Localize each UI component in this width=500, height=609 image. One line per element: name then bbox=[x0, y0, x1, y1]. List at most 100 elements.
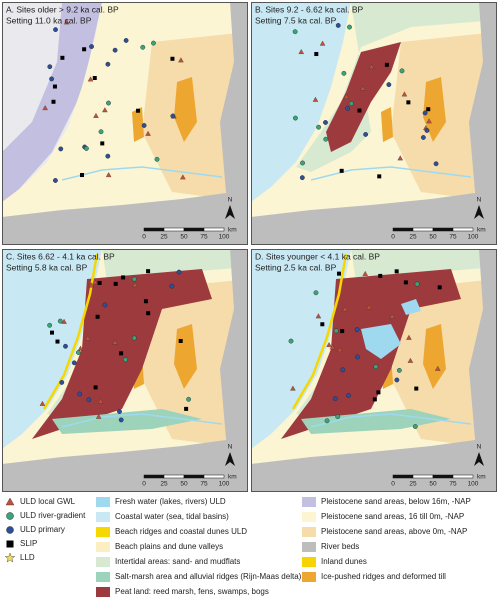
legend-swatch bbox=[302, 512, 316, 522]
site-marker bbox=[151, 40, 156, 46]
site-marker bbox=[86, 397, 92, 403]
marsh bbox=[52, 409, 202, 434]
site-marker bbox=[85, 335, 91, 341]
legend: ULD local GWL ULD river-gradient ULD prima… bbox=[4, 497, 471, 597]
site-marker bbox=[406, 100, 411, 105]
site-marker bbox=[414, 386, 419, 391]
north-arrow bbox=[474, 205, 484, 219]
site-marker bbox=[52, 84, 57, 89]
ice-ridge bbox=[423, 324, 446, 389]
legend-swatch bbox=[96, 557, 110, 567]
map-panel bbox=[2, 2, 248, 245]
scale-segment bbox=[163, 474, 185, 479]
legend-label: Fresh water (lakes, rivers) ULD bbox=[115, 497, 226, 506]
site-marker bbox=[354, 327, 360, 332]
site-marker bbox=[406, 334, 412, 340]
site-marker bbox=[140, 44, 146, 50]
legend-label: Coastal water (sea, tidal basins) bbox=[115, 512, 229, 521]
legend-marker bbox=[4, 552, 16, 563]
map-panel bbox=[2, 249, 248, 492]
beach bbox=[291, 253, 348, 410]
ice-ridge bbox=[132, 107, 144, 142]
north-label: N bbox=[228, 197, 233, 204]
scale-label: 0 bbox=[391, 234, 395, 241]
scale-segment bbox=[432, 227, 454, 232]
scale-label: 100 bbox=[468, 481, 479, 488]
site-marker bbox=[288, 338, 294, 344]
site-marker bbox=[77, 391, 83, 397]
legend-label: LLD bbox=[20, 553, 35, 562]
panel-setting: Setting 11.0 ka cal. BP bbox=[6, 15, 92, 25]
site-marker bbox=[102, 107, 108, 113]
site-marker bbox=[98, 129, 104, 135]
site-marker bbox=[397, 155, 404, 161]
scale-segment bbox=[432, 474, 454, 479]
site-marker bbox=[95, 413, 102, 419]
scale-segment bbox=[143, 474, 165, 479]
site-marker bbox=[342, 306, 348, 312]
north-arrow bbox=[225, 452, 235, 466]
scale-label: 50 bbox=[180, 234, 188, 241]
scale-label: 25 bbox=[160, 481, 168, 488]
legend-marker bbox=[6, 526, 14, 534]
scale-segment bbox=[412, 227, 434, 232]
site-marker bbox=[132, 282, 138, 288]
site-marker bbox=[118, 417, 124, 423]
foreign-land bbox=[220, 249, 248, 492]
site-marker bbox=[298, 49, 305, 54]
scale-label: 0 bbox=[142, 234, 146, 241]
site-marker bbox=[102, 302, 108, 308]
legend-swatch bbox=[96, 527, 110, 537]
site-marker bbox=[372, 397, 377, 402]
site-marker bbox=[47, 64, 53, 70]
scale-unit: km bbox=[477, 474, 486, 481]
scale-label: 0 bbox=[391, 481, 395, 488]
site-marker bbox=[63, 343, 68, 349]
site-marker bbox=[426, 118, 432, 124]
scale-label: 25 bbox=[409, 481, 417, 488]
site-marker bbox=[313, 290, 319, 296]
site-marker bbox=[141, 123, 147, 128]
peat bbox=[281, 269, 461, 439]
site-marker bbox=[359, 85, 366, 91]
site-marker bbox=[384, 62, 389, 67]
beach bbox=[42, 253, 99, 410]
map-panel bbox=[251, 249, 497, 492]
site-marker bbox=[112, 339, 118, 345]
site-marker bbox=[326, 342, 332, 348]
legend-swatch bbox=[302, 557, 316, 567]
scale-label: 50 bbox=[429, 234, 437, 241]
site-marker bbox=[324, 418, 330, 424]
north-label: N bbox=[477, 197, 482, 204]
site-marker bbox=[136, 108, 141, 113]
river bbox=[310, 166, 472, 181]
site-marker bbox=[335, 23, 341, 28]
site-marker bbox=[329, 344, 336, 350]
site-marker bbox=[60, 55, 65, 60]
site-marker bbox=[105, 153, 111, 159]
site-marker bbox=[340, 367, 346, 373]
scale-unit: km bbox=[228, 227, 237, 234]
legend-label: Pleistocene sand areas, below 16m, -NAP bbox=[321, 497, 471, 506]
site-marker bbox=[319, 40, 326, 46]
panel-setting: Setting 7.5 ka cal. BP bbox=[255, 15, 337, 25]
site-marker bbox=[42, 105, 48, 111]
site-marker bbox=[336, 271, 341, 276]
site-marker bbox=[337, 347, 343, 352]
legend-label: River beds bbox=[321, 542, 359, 551]
site-marker bbox=[299, 175, 305, 181]
scale-unit: km bbox=[228, 474, 237, 481]
site-marker bbox=[84, 146, 89, 151]
site-marker bbox=[39, 400, 46, 406]
site-marker bbox=[169, 283, 175, 289]
site-marker bbox=[333, 328, 339, 334]
site-marker bbox=[362, 270, 368, 276]
site-marker bbox=[366, 304, 372, 310]
legend-label: ULD primary bbox=[20, 525, 65, 534]
scale-label: 50 bbox=[180, 481, 188, 488]
legend-swatch bbox=[96, 542, 110, 552]
